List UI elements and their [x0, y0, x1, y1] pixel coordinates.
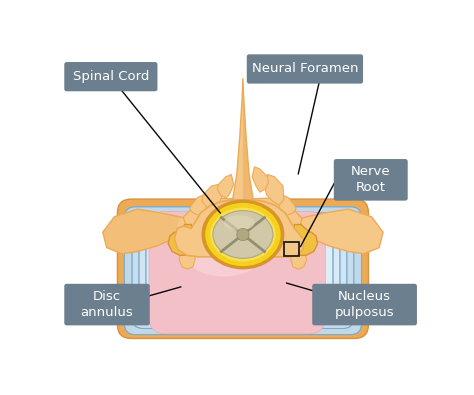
Polygon shape: [233, 78, 253, 204]
Text: Disc
annulus: Disc annulus: [81, 290, 133, 319]
Polygon shape: [252, 167, 268, 192]
Ellipse shape: [210, 207, 276, 261]
Polygon shape: [168, 224, 195, 255]
Ellipse shape: [189, 242, 258, 276]
Text: Nucleus
pulposus: Nucleus pulposus: [335, 290, 394, 319]
FancyBboxPatch shape: [153, 229, 333, 312]
FancyBboxPatch shape: [149, 211, 325, 334]
Polygon shape: [291, 246, 307, 269]
FancyBboxPatch shape: [146, 224, 340, 318]
FancyBboxPatch shape: [132, 213, 354, 329]
Ellipse shape: [205, 203, 281, 266]
Text: Spinal Cord: Spinal Cord: [73, 70, 149, 83]
Polygon shape: [103, 209, 185, 254]
FancyBboxPatch shape: [118, 199, 368, 339]
FancyBboxPatch shape: [312, 284, 417, 325]
Polygon shape: [190, 195, 207, 215]
FancyBboxPatch shape: [247, 55, 363, 84]
FancyBboxPatch shape: [124, 207, 362, 335]
Text: Nerve
Root: Nerve Root: [351, 166, 391, 194]
Ellipse shape: [224, 215, 255, 231]
Polygon shape: [218, 175, 234, 198]
Polygon shape: [291, 224, 318, 255]
Circle shape: [237, 228, 249, 241]
FancyBboxPatch shape: [64, 284, 150, 325]
Polygon shape: [264, 175, 284, 205]
Ellipse shape: [202, 201, 283, 268]
Polygon shape: [279, 195, 296, 215]
Polygon shape: [243, 78, 253, 204]
FancyBboxPatch shape: [334, 159, 408, 201]
Polygon shape: [202, 184, 222, 209]
Polygon shape: [179, 246, 195, 269]
Text: Neural Foramen: Neural Foramen: [252, 62, 358, 75]
Polygon shape: [103, 209, 180, 254]
FancyBboxPatch shape: [139, 218, 347, 323]
Polygon shape: [174, 200, 304, 257]
FancyBboxPatch shape: [64, 62, 157, 91]
Polygon shape: [301, 209, 383, 254]
Polygon shape: [172, 198, 307, 252]
Ellipse shape: [213, 211, 273, 258]
